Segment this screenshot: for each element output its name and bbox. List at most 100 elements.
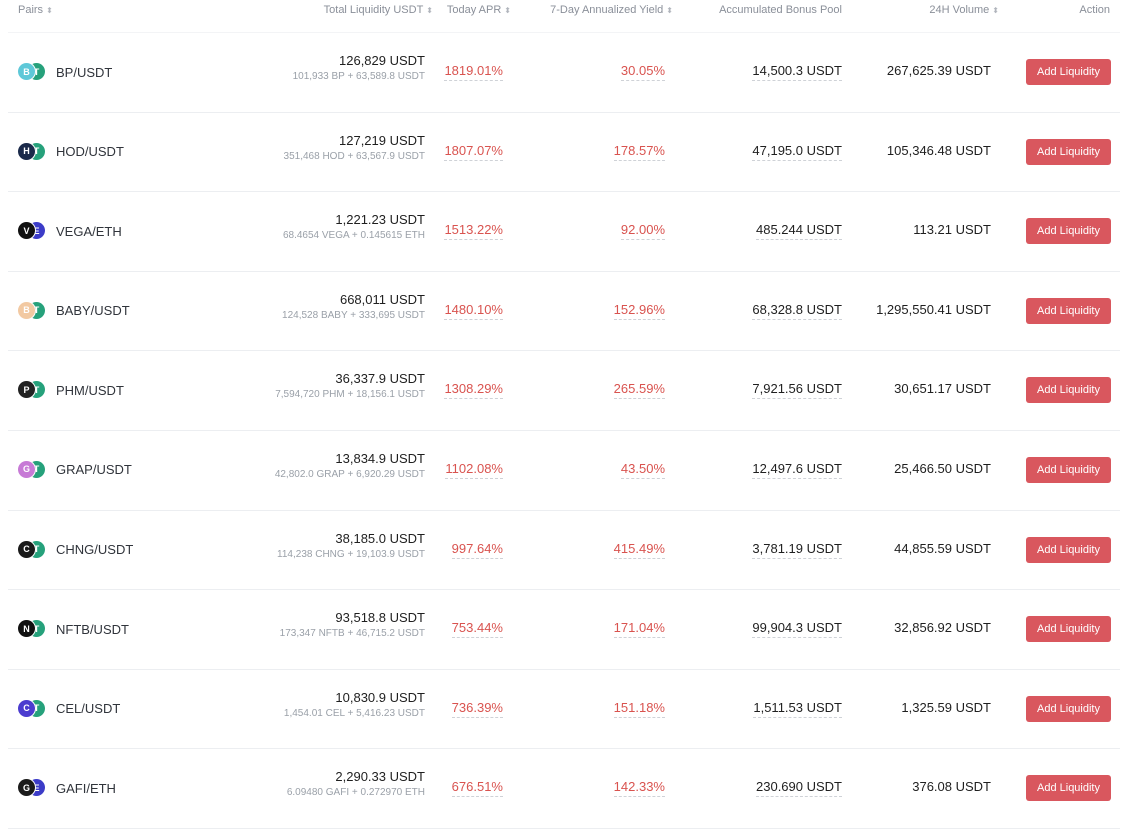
volume-24h-value: 1,295,550.41 USDT bbox=[876, 301, 991, 317]
seven-day-yield-value[interactable]: 171.04% bbox=[613, 620, 665, 639]
add-liquidity-button[interactable]: Add Liquidity bbox=[1026, 775, 1111, 802]
liquidity-breakdown: 1,454.01 CEL + 5,416.23 USDT bbox=[283, 707, 425, 719]
bonus-pool-value[interactable]: 68,328.8 USDT bbox=[752, 302, 842, 320]
today-apr-value[interactable]: 1807.07% bbox=[444, 143, 503, 161]
seven-day-yield-value[interactable]: 30.05% bbox=[620, 63, 665, 81]
liquidity-breakdown: 6.09480 GAFI + 0.272970 ETH bbox=[286, 787, 425, 799]
liquidity-value: 93,518.8 USDT bbox=[335, 610, 425, 626]
column-header-today-apr[interactable]: Today APR ⬍ bbox=[447, 4, 511, 16]
chng-token-icon: C bbox=[18, 540, 35, 558]
liquidity-value: 126,829 USDT bbox=[339, 53, 425, 68]
pair-cell[interactable]: P T PHM/USDT bbox=[18, 351, 124, 429]
bonus-pool-value[interactable]: 47,195.0 USDT bbox=[752, 143, 842, 161]
pair-cell[interactable]: H T HOD/USDT bbox=[18, 113, 124, 191]
liquidity-pairs-table: Pairs ⬍ Total Liquidity USDT ⬍ Today APR ⬍ … bbox=[8, 0, 1120, 829]
bonus-pool-value[interactable]: 14,500.3 USDT bbox=[752, 63, 842, 81]
table-row: G T GRAP/USDT 13,834.9 USDT 42,802.0 GRAP + … bbox=[8, 430, 1120, 511]
bonus-pool-value[interactable]: 99,904.3 USDT bbox=[752, 620, 842, 639]
sort-icon[interactable]: ⬍ bbox=[666, 6, 673, 15]
add-liquidity-button[interactable]: Add Liquidity bbox=[1026, 297, 1111, 324]
table-row: B T BP/USDT 126,829 USDT 101,933 BP + 63,589… bbox=[8, 32, 1120, 113]
today-apr-value[interactable]: 997.64% bbox=[451, 541, 503, 559]
sort-icon[interactable]: ⬍ bbox=[46, 6, 53, 15]
liquidity-value: 127,219 USDT bbox=[339, 132, 425, 148]
table-row: V E VEGA/ETH 1,221.23 USDT 68.4654 VEGA + 0.… bbox=[8, 192, 1120, 272]
add-liquidity-button[interactable]: Add Liquidity bbox=[1026, 536, 1111, 563]
total-liquidity-cell: 10,830.9 USDT 1,454.01 CEL + 5,416.23 USD… bbox=[284, 690, 425, 719]
pair-cell[interactable]: N T NFTB/USDT bbox=[18, 590, 129, 668]
add-liquidity-button[interactable]: Add Liquidity bbox=[1026, 456, 1111, 483]
seven-day-yield-value[interactable]: 92.00% bbox=[620, 222, 665, 241]
phm-token-icon: P bbox=[18, 381, 35, 399]
sort-icon[interactable]: ⬍ bbox=[504, 6, 511, 15]
pair-name: BP/USDT bbox=[56, 64, 113, 80]
add-liquidity-button[interactable]: Add Liquidity bbox=[1026, 138, 1111, 165]
bonus-pool-value[interactable]: 485.244 USDT bbox=[756, 222, 842, 241]
add-liquidity-button[interactable]: Add Liquidity bbox=[1026, 377, 1111, 404]
add-liquidity-button[interactable]: Add Liquidity bbox=[1026, 695, 1111, 722]
liquidity-breakdown: 173,347 NFTB + 46,715.2 USDT bbox=[279, 628, 425, 640]
column-header-label: Today APR bbox=[446, 4, 502, 16]
today-apr-value[interactable]: 1102.08% bbox=[445, 461, 503, 479]
column-header-pairs[interactable]: Pairs ⬍ bbox=[18, 4, 53, 16]
seven-day-yield-value[interactable]: 43.50% bbox=[620, 461, 665, 479]
today-apr-value[interactable]: 676.51% bbox=[451, 779, 503, 798]
liquidity-value: 10,830.9 USDT bbox=[335, 689, 425, 705]
column-header-label: Total Liquidity USDT bbox=[323, 4, 424, 16]
column-header-total-liquidity[interactable]: Total Liquidity USDT ⬍ bbox=[324, 4, 433, 16]
today-apr-value[interactable]: 1513.22% bbox=[444, 222, 503, 241]
table-row: C T CHNG/USDT 38,185.0 USDT 114,238 CHNG + 1… bbox=[8, 510, 1120, 591]
gafi-token-icon: G bbox=[18, 779, 35, 797]
total-liquidity-cell: 668,011 USDT 124,528 BABY + 333,695 USDT bbox=[282, 292, 425, 321]
seven-day-yield-value[interactable]: 142.33% bbox=[613, 779, 665, 798]
pair-cell[interactable]: B T BP/USDT bbox=[18, 33, 112, 111]
sort-icon[interactable]: ⬍ bbox=[426, 6, 433, 15]
seven-day-yield-value[interactable]: 415.49% bbox=[613, 541, 665, 559]
column-header-label: Pairs bbox=[18, 4, 44, 16]
total-liquidity-cell: 127,219 USDT 351,468 HOD + 63,567.9 USDT bbox=[284, 133, 425, 162]
bonus-pool-value[interactable]: 7,921.56 USDT bbox=[752, 381, 842, 400]
add-liquidity-button[interactable]: Add Liquidity bbox=[1026, 616, 1111, 643]
table-row: N T NFTB/USDT 93,518.8 USDT 173,347 NFTB + 4… bbox=[8, 590, 1120, 670]
seven-day-yield-value[interactable]: 151.18% bbox=[613, 700, 665, 718]
column-header-label: Accumulated Bonus Pool bbox=[719, 4, 842, 16]
pair-cell[interactable]: V E VEGA/ETH bbox=[18, 192, 122, 270]
today-apr-value[interactable]: 1308.29% bbox=[444, 381, 503, 400]
sort-icon[interactable]: ⬍ bbox=[992, 6, 999, 15]
column-header-24h-volume[interactable]: 24H Volume ⬍ bbox=[929, 4, 999, 16]
seven-day-yield-value[interactable]: 178.57% bbox=[613, 143, 665, 161]
seven-day-yield-value[interactable]: 152.96% bbox=[613, 302, 665, 320]
total-liquidity-cell: 38,185.0 USDT 114,238 CHNG + 19,103.9 USD… bbox=[277, 531, 425, 560]
today-apr-value[interactable]: 1480.10% bbox=[444, 302, 503, 320]
bonus-pool-value[interactable]: 12,497.6 USDT bbox=[752, 461, 842, 479]
liquidity-breakdown: 351,468 HOD + 63,567.9 USDT bbox=[283, 150, 425, 162]
liquidity-breakdown: 114,238 CHNG + 19,103.9 USDT bbox=[277, 548, 425, 560]
table-row: C T CEL/USDT 10,830.9 USDT 1,454.01 CEL + 5,… bbox=[8, 669, 1120, 750]
pair-name: BABY/USDT bbox=[56, 303, 130, 319]
pair-name: GRAP/USDT bbox=[56, 462, 132, 478]
liquidity-value: 1,221.23 USDT bbox=[335, 212, 425, 228]
pair-cell[interactable]: G T GRAP/USDT bbox=[18, 431, 132, 509]
column-header-label: 7-Day Annualized Yield bbox=[550, 4, 664, 16]
seven-day-yield-value[interactable]: 265.59% bbox=[613, 381, 665, 400]
pair-cell[interactable]: B T BABY/USDT bbox=[18, 272, 130, 350]
add-liquidity-button[interactable]: Add Liquidity bbox=[1026, 59, 1111, 85]
pair-cell[interactable]: C T CEL/USDT bbox=[18, 670, 120, 748]
vega-token-icon: V bbox=[18, 222, 35, 240]
today-apr-value[interactable]: 736.39% bbox=[451, 700, 503, 718]
bonus-pool-value[interactable]: 3,781.19 USDT bbox=[752, 541, 842, 559]
today-apr-value[interactable]: 1819.01% bbox=[444, 63, 503, 81]
today-apr-value[interactable]: 753.44% bbox=[451, 620, 503, 639]
liquidity-value: 2,290.33 USDT bbox=[335, 769, 425, 785]
bonus-pool-value[interactable]: 230.690 USDT bbox=[756, 779, 842, 798]
pair-cell[interactable]: C T CHNG/USDT bbox=[18, 511, 133, 589]
column-header-7day-yield[interactable]: 7-Day Annualized Yield ⬍ bbox=[550, 4, 673, 16]
pair-cell[interactable]: G E GAFI/ETH bbox=[18, 749, 116, 827]
volume-24h-value: 30,651.17 USDT bbox=[894, 381, 991, 397]
table-row: G E GAFI/ETH 2,290.33 USDT 6.09480 GAFI + 0.… bbox=[8, 749, 1120, 829]
bonus-pool-value[interactable]: 1,511.53 USDT bbox=[753, 700, 842, 718]
add-liquidity-button[interactable]: Add Liquidity bbox=[1026, 218, 1111, 245]
